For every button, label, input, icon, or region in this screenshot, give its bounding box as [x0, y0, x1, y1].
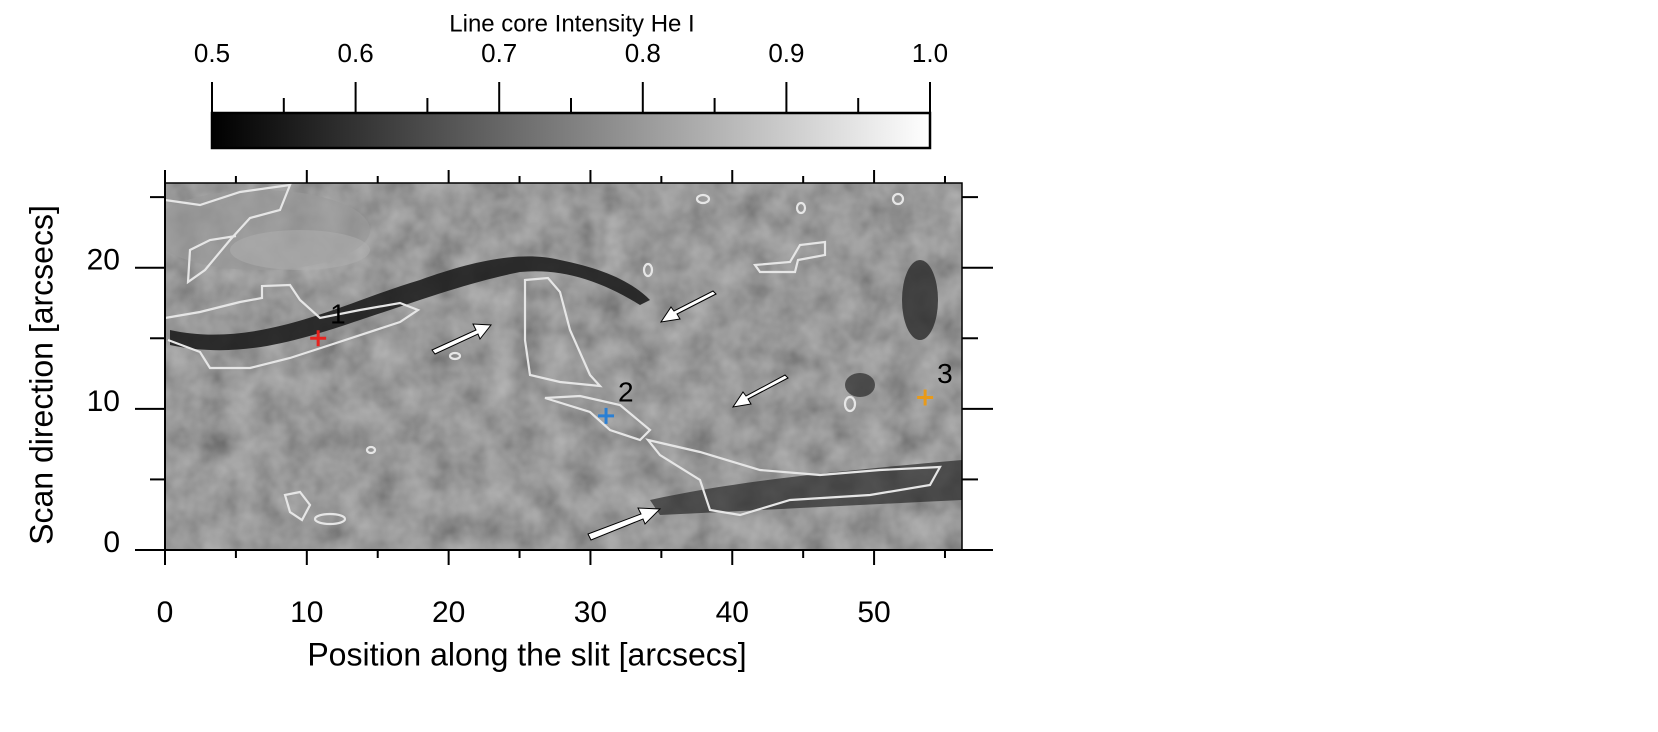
arrows	[431, 290, 789, 541]
point-marker	[310, 330, 327, 347]
point-label: 3	[937, 358, 953, 389]
x-tick-label: 30	[574, 596, 607, 629]
colorbar-tick-label: 0.7	[481, 38, 517, 68]
x-axis-label: Position along the slit [arcsecs]	[307, 636, 746, 672]
contours	[164, 183, 942, 526]
y-axis-label: Scan direction [arcsecs]	[23, 205, 59, 545]
point-marker	[598, 407, 615, 424]
colorbar-tick-label: 0.6	[338, 38, 374, 68]
y-tick-label: 0	[103, 526, 120, 559]
point-label: 2	[618, 376, 634, 407]
x-tick-label: 0	[157, 596, 174, 629]
point-marker	[917, 389, 934, 406]
x-tick-label: 20	[432, 596, 465, 629]
colorbar-tick-label: 1.0	[912, 38, 948, 68]
colorbar-tick-label: 0.5	[194, 38, 230, 68]
colorbar-title: Line core Intensity He I	[449, 10, 694, 37]
colorbar	[210, 111, 932, 150]
intensity-image	[165, 183, 962, 550]
x-tick-label: 10	[290, 596, 323, 629]
x-tick-label: 50	[857, 596, 890, 629]
colorbar-tick-label: 0.9	[768, 38, 804, 68]
point-label: 1	[330, 299, 346, 330]
y-tick-label: 10	[87, 385, 120, 418]
y-tick-label: 20	[87, 244, 120, 277]
colorbar-tick-label: 0.8	[625, 38, 661, 68]
x-tick-label: 40	[716, 596, 749, 629]
